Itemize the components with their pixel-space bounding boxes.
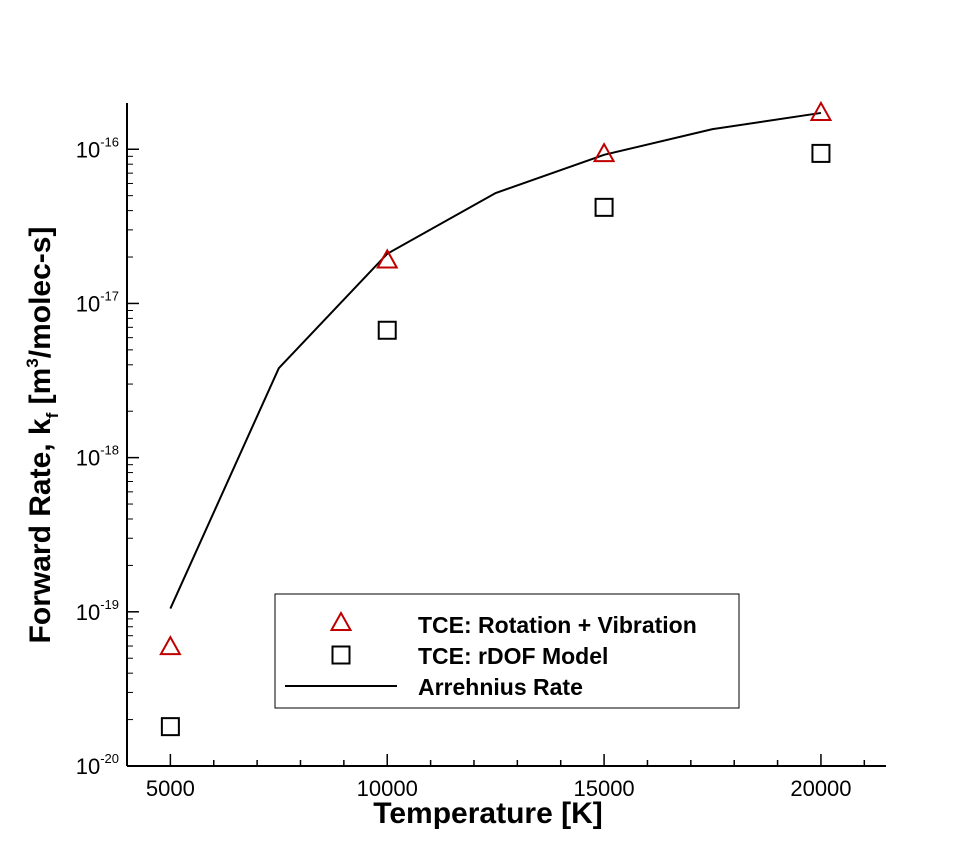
- data-point-triangle: [592, 142, 616, 163]
- data-point-square: [160, 717, 180, 737]
- legend-label: TCE: Rotation + Vibration: [418, 612, 697, 638]
- y-axis-title-prefix: Forward Rate, k: [24, 418, 57, 643]
- y-tick-label: 10-18: [76, 443, 119, 471]
- y-tick-label: 10-17: [76, 288, 119, 316]
- y-axis-title: Forward Rate, kf [m3/molec-s]: [23, 227, 62, 644]
- y-tick-label: 10-19: [76, 597, 119, 625]
- legend-marker-triangle: [329, 610, 353, 631]
- x-tick-label: 10000: [357, 776, 418, 801]
- data-point-triangle: [376, 248, 399, 269]
- data-point-triangle: [159, 635, 182, 656]
- y-tick-label: 10-20: [76, 751, 119, 779]
- series-layer: [159, 100, 833, 737]
- y-axis-ticks: 10-20 10-19 10-18 10-17 10-16: [76, 134, 139, 779]
- y-tick-label: 10-16: [76, 134, 119, 162]
- legend-box: [274, 593, 740, 709]
- legend-label: TCE: rDOF Model: [418, 643, 608, 669]
- y-axis-title-mid: [m: [24, 368, 57, 413]
- y-axis-title-suffix: /molec-s]: [24, 227, 57, 359]
- y-axis-title-sup: 3: [23, 358, 42, 367]
- data-point-triangle: [809, 100, 833, 121]
- x-axis-title: Temperature [K]: [373, 797, 602, 830]
- data-point-square: [594, 197, 614, 217]
- legend-marker-square: [331, 645, 351, 665]
- data-point-square: [377, 320, 397, 340]
- x-axis-ticks: 5000 10000 15000 20000: [126, 754, 866, 801]
- legend-label: Arrehnius Rate: [418, 674, 583, 700]
- y-axis-title-sub: f: [43, 412, 62, 418]
- data-point-square: [811, 143, 831, 163]
- x-tick-label: 20000: [790, 776, 851, 801]
- series-line-arrhenius: [169, 111, 822, 609]
- legend: TCE: Rotation + Vibration TCE: rDOF Model…: [274, 593, 740, 709]
- x-tick-label: 15000: [573, 776, 634, 801]
- plot-area: 5000 10000 15000 20000 10-20 10-19 10-18 10-17…: [76, 100, 886, 801]
- x-tick-label: 5000: [146, 776, 195, 801]
